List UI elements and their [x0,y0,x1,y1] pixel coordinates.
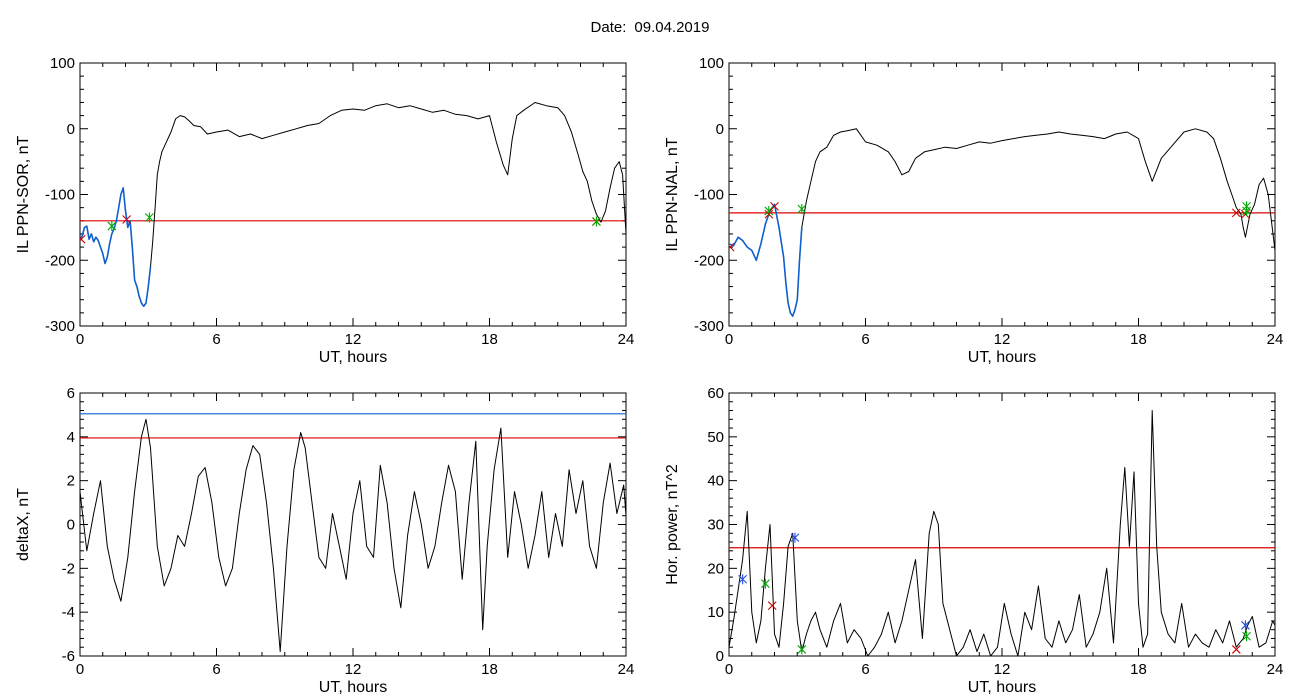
x-tick-label: 24 [1267,661,1284,678]
y-tick-label: -2 [62,560,75,577]
y-tick-label: -100 [694,187,724,204]
marker-red [729,242,735,252]
y-tick-label: -200 [694,252,724,269]
y-tick-label: -300 [45,318,75,335]
plot-area [80,413,626,653]
series-line [80,102,626,307]
x-tick-label: 18 [1130,331,1147,348]
chart-power: 0 6 12 18 24 0 10 20 30 40 50 60 UT, hours Hor. power… [664,385,1283,696]
x-tick-label: 12 [994,661,1011,678]
y-tick-label: 50 [707,429,724,446]
marker-red [122,215,132,224]
y-tick-label: 6 [67,385,75,402]
x-tick-label: 24 [618,661,635,678]
x-tick-label: 0 [76,331,84,348]
y-axis-label: IL PPN-NAL, nT [664,137,681,251]
y-tick-label: 40 [707,473,724,490]
y-tick-label: 2 [67,473,75,490]
x-axis-label: UT, hours [968,679,1036,696]
y-tick-label: -200 [45,252,75,269]
series-line [729,410,1275,656]
marker-red [767,601,777,610]
highlighted-segment [80,187,152,308]
y-tick-label: 0 [67,121,75,138]
x-tick-label: 18 [481,661,498,678]
x-tick-label: 0 [76,661,84,678]
marker-green [761,578,770,589]
x-tick-label: 12 [994,331,1011,348]
x-tick-label: 6 [212,331,220,348]
y-tick-label: 100 [699,55,724,72]
marker-blue [1241,620,1250,631]
date-label: Date: [590,19,627,36]
x-tick-label: 0 [725,661,733,678]
marker-green [797,203,807,214]
x-tick-label: 18 [1130,661,1147,678]
y-tick-label: 30 [707,517,724,534]
date-value: 09.04.2019 [634,19,710,36]
y-axis-label: Hor. power, nT^2 [664,464,681,585]
y-tick-label: 0 [716,121,724,138]
x-tick-label: 6 [861,331,869,348]
x-axis-label: UT, hours [968,349,1036,366]
marker-red [764,209,774,219]
marker-red [1231,645,1241,654]
plot-area [729,128,1275,317]
y-axis-label: IL PPN-SOR, nT [15,135,32,253]
y-tick-label: -300 [694,318,724,335]
y-axis-label: deltaX, nT [15,488,32,561]
plot-area [729,410,1275,656]
highlighted-segment [729,203,803,317]
marker-red [1231,208,1241,218]
y-tick-label: 0 [716,648,724,665]
y-tick-label: -4 [62,604,75,621]
x-tick-label: 12 [345,661,362,678]
marker-green [1242,631,1251,642]
x-axis-label: UT, hours [319,349,387,366]
marker-green [797,644,807,655]
marker-red [1241,209,1250,219]
x-tick-label: 24 [1267,331,1284,348]
marker-green [1242,205,1251,216]
plot-frame [79,392,627,657]
marker-red [80,234,86,244]
series-line [729,128,1275,317]
marker-green [107,221,117,232]
x-tick-label: 6 [212,661,220,678]
y-tick-label: -6 [62,648,75,665]
y-tick-label: 100 [50,55,75,72]
chart-nal: 0 6 12 18 24 -300 -200 -100 0 100 UT, hours IL PPN-… [664,55,1283,366]
marker-blue [790,532,800,543]
marker-blue [738,574,748,585]
y-tick-label: 0 [67,517,75,534]
marker-green [592,216,601,227]
series-line [80,418,626,653]
y-tick-label: 20 [707,560,724,577]
plot-frame [728,62,1276,327]
y-tick-label: 4 [67,429,75,446]
plot-area [80,102,626,308]
x-tick-label: 18 [481,331,498,348]
y-tick-label: -100 [45,187,75,204]
page-title: Date: 09.04.2019 [0,19,1300,36]
x-tick-label: 12 [345,331,362,348]
x-tick-label: 6 [861,661,869,678]
x-tick-label: 0 [725,331,733,348]
chart-sor: 0 6 12 18 24 -300 -200 -100 0 100 UT, hours IL PPN-… [15,55,634,366]
marker-green [144,212,154,223]
y-tick-label: 60 [707,385,724,402]
x-tick-label: 24 [618,331,635,348]
plot-frame [79,62,627,327]
x-axis-label: UT, hours [319,679,387,696]
marker-red [770,201,779,211]
y-tick-label: 10 [707,604,724,621]
